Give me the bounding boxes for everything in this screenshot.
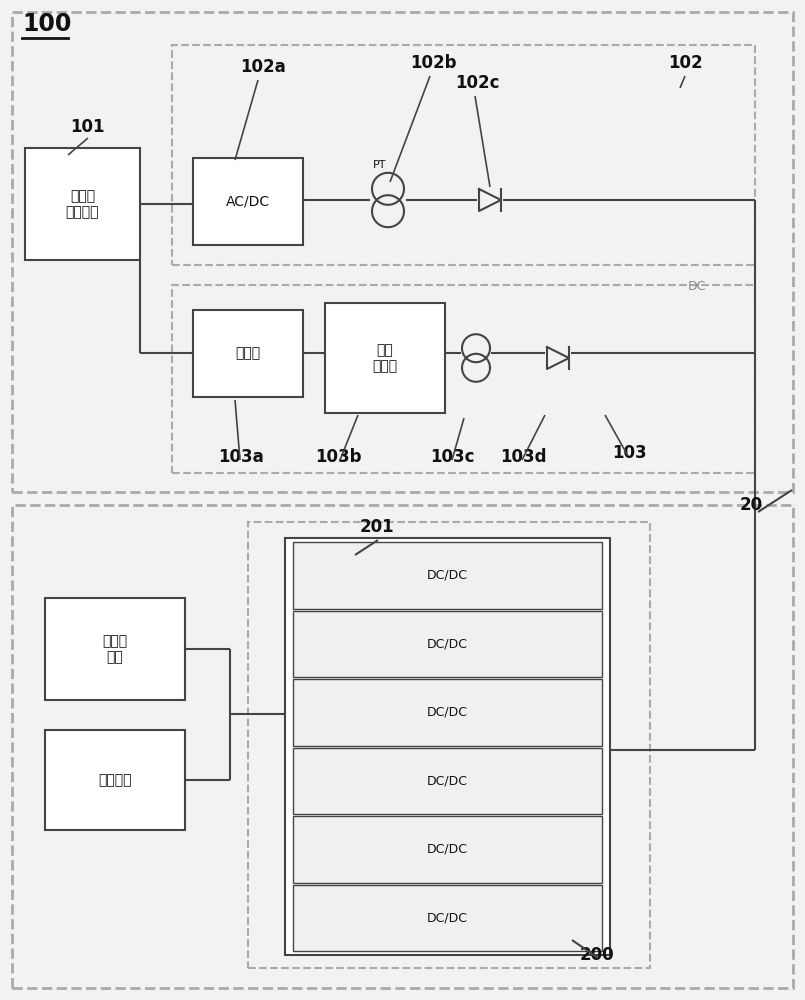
Bar: [172, 285, 755, 473]
Text: 100: 100: [22, 12, 72, 36]
Text: 103: 103: [612, 444, 646, 462]
Bar: [285, 538, 610, 955]
Text: 无人机
本体: 无人机 本体: [102, 634, 127, 664]
Bar: [293, 610, 602, 677]
Text: DC/DC: DC/DC: [427, 637, 468, 650]
Bar: [325, 303, 445, 413]
Bar: [172, 45, 755, 265]
Bar: [12, 12, 793, 492]
Bar: [12, 505, 793, 988]
Bar: [248, 522, 650, 968]
Text: 充电器: 充电器: [235, 347, 261, 360]
Text: PT: PT: [373, 160, 386, 170]
Text: 102b: 102b: [410, 54, 456, 72]
Bar: [293, 748, 602, 814]
Bar: [25, 148, 140, 260]
Text: 102c: 102c: [455, 74, 499, 92]
Text: DC/DC: DC/DC: [427, 706, 468, 719]
Text: DC: DC: [688, 280, 706, 293]
Text: 103d: 103d: [500, 448, 547, 466]
Bar: [293, 884, 602, 951]
Bar: [293, 816, 602, 882]
Text: 蓄电
电池组: 蓄电 电池组: [373, 343, 398, 373]
Bar: [193, 310, 303, 397]
Bar: [293, 542, 602, 608]
Text: AC/DC: AC/DC: [226, 194, 270, 209]
Bar: [45, 598, 185, 700]
Bar: [45, 730, 185, 830]
Text: 103b: 103b: [315, 448, 361, 466]
Text: DC/DC: DC/DC: [427, 774, 468, 787]
Text: 102: 102: [668, 54, 703, 72]
Text: DC/DC: DC/DC: [427, 843, 468, 856]
Bar: [293, 679, 602, 746]
Text: 201: 201: [360, 518, 394, 536]
Text: 200: 200: [580, 946, 615, 964]
Text: DC/DC: DC/DC: [427, 569, 468, 582]
Text: 机载设备: 机载设备: [98, 773, 132, 787]
Text: 103a: 103a: [218, 448, 264, 466]
Text: 103c: 103c: [430, 448, 474, 466]
Text: 101: 101: [70, 118, 105, 136]
Text: DC/DC: DC/DC: [427, 911, 468, 924]
Text: 20: 20: [740, 496, 763, 514]
Text: 102a: 102a: [240, 58, 286, 76]
Text: 交流电
产生设备: 交流电 产生设备: [66, 189, 99, 219]
Bar: [193, 158, 303, 245]
